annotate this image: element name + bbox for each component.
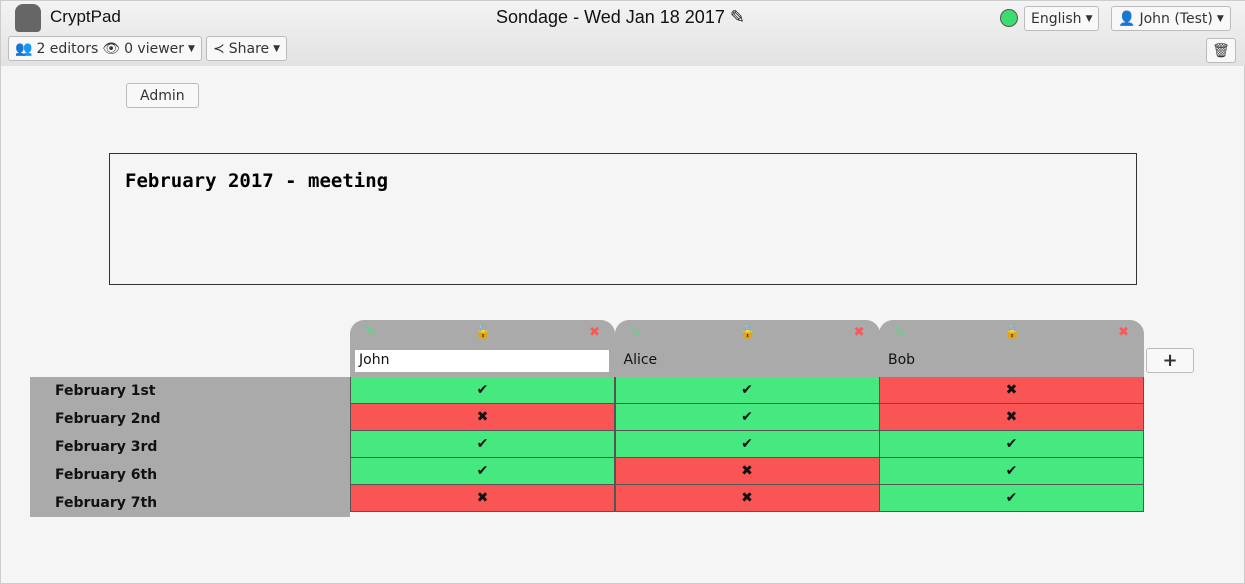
vote-cell[interactable]: ✖	[614, 484, 880, 512]
row-labels: February 1st February 2nd February 3rd Febr…	[30, 377, 350, 517]
row-label[interactable]: February 2nd	[55, 411, 161, 427]
trash-button[interactable]: 🗑	[1206, 38, 1236, 63]
caret-down-icon: ▼	[1216, 13, 1224, 24]
share-icon: ≺	[213, 40, 225, 57]
row-label[interactable]: February 7th	[55, 495, 158, 511]
caret-down-icon: ▼	[188, 43, 195, 54]
user-name: John (Test)	[1139, 10, 1213, 27]
edit-icon[interactable]: ✎	[629, 325, 641, 340]
editors-count: 2 editors	[36, 40, 99, 57]
pad-title-text: Sondage - Wed Jan 18 2017	[496, 7, 725, 27]
language-label: English	[1031, 10, 1082, 27]
users-dropdown[interactable]: 👥 2 editors 👁 0 viewer ▼	[8, 36, 202, 61]
language-selector[interactable]: English ▼	[1024, 6, 1100, 31]
vote-cell[interactable]: ✔	[879, 484, 1144, 512]
delete-column-icon[interactable]: ✖	[1118, 325, 1129, 340]
lock-icon[interactable]: 🔒	[1004, 325, 1021, 340]
lock-icon[interactable]: 🔒	[739, 325, 756, 340]
vote-cell[interactable]: ✔	[614, 376, 880, 404]
caret-down-icon: ▼	[1085, 13, 1093, 24]
column-header: ✎ 🔒 ✖ Bob	[879, 320, 1144, 377]
row-label[interactable]: February 3rd	[55, 439, 158, 455]
users-icon: 👥	[15, 40, 33, 57]
column-header: ✎ 🔒 ✖ Alice	[614, 320, 880, 377]
caret-down-icon: ▼	[273, 43, 281, 54]
cryptpad-logo	[15, 4, 41, 32]
vote-cell[interactable]: ✖	[879, 403, 1144, 431]
vote-cell[interactable]: ✔	[614, 430, 880, 458]
eye-icon: 👁	[102, 40, 121, 57]
poll-column: ✎ 🔒 ✖ Bob ✖ ✖ ✔ ✔ ✔	[879, 320, 1144, 512]
vote-cell[interactable]: ✔	[614, 403, 880, 431]
edit-icon[interactable]: ✎	[894, 325, 905, 340]
pad-title[interactable]: Sondage - Wed Jan 18 2017 ✎	[496, 7, 745, 28]
vote-cell[interactable]: ✔	[350, 376, 615, 404]
connection-status-indicator	[1000, 9, 1018, 27]
user-menu[interactable]: 👤 John (Test) ▼	[1111, 6, 1231, 31]
poll-description[interactable]: February 2017 - meeting	[109, 153, 1137, 285]
participant-name[interactable]: John	[355, 350, 609, 372]
delete-column-icon[interactable]: ✖	[589, 325, 600, 340]
unlock-icon[interactable]: 🔓	[475, 325, 492, 340]
participant-name: Alice	[623, 352, 658, 368]
vote-cell[interactable]: ✔	[350, 430, 615, 458]
vote-cell[interactable]: ✖	[350, 484, 615, 512]
admin-button[interactable]: Admin	[126, 83, 199, 108]
column-header: ✎ 🔓 ✖ John	[350, 320, 615, 377]
vote-cell[interactable]: ✖	[879, 376, 1144, 404]
toolbar: CryptPad Sondage - Wed Jan 18 2017 ✎ 👥 2 …	[1, 1, 1245, 66]
edit-icon[interactable]: ✎	[365, 325, 376, 340]
trash-icon: 🗑	[1212, 42, 1230, 59]
row-label[interactable]: February 6th	[55, 467, 158, 483]
participant-name: Bob	[888, 352, 916, 368]
add-column-button[interactable]: +	[1146, 348, 1194, 373]
share-button[interactable]: ≺ Share ▼	[206, 36, 288, 61]
user-icon: 👤	[1118, 10, 1136, 27]
vote-cell[interactable]: ✔	[879, 457, 1144, 485]
share-label: Share	[228, 40, 270, 57]
viewers-count: 0 viewer	[124, 40, 185, 57]
delete-column-icon[interactable]: ✖	[853, 325, 865, 340]
row-label[interactable]: February 1st	[55, 383, 156, 399]
app-name: CryptPad	[50, 7, 121, 26]
vote-cell[interactable]: ✔	[350, 457, 615, 485]
vote-cell[interactable]: ✖	[350, 403, 615, 431]
vote-cell[interactable]: ✔	[879, 430, 1144, 458]
vote-cell[interactable]: ✖	[614, 457, 880, 485]
poll-column: ✎ 🔒 ✖ Alice ✔ ✔ ✔ ✖ ✖	[614, 320, 880, 512]
pencil-icon[interactable]: ✎	[729, 7, 745, 27]
poll-column: ✎ 🔓 ✖ John ✔ ✖ ✔ ✔ ✖	[350, 320, 615, 512]
